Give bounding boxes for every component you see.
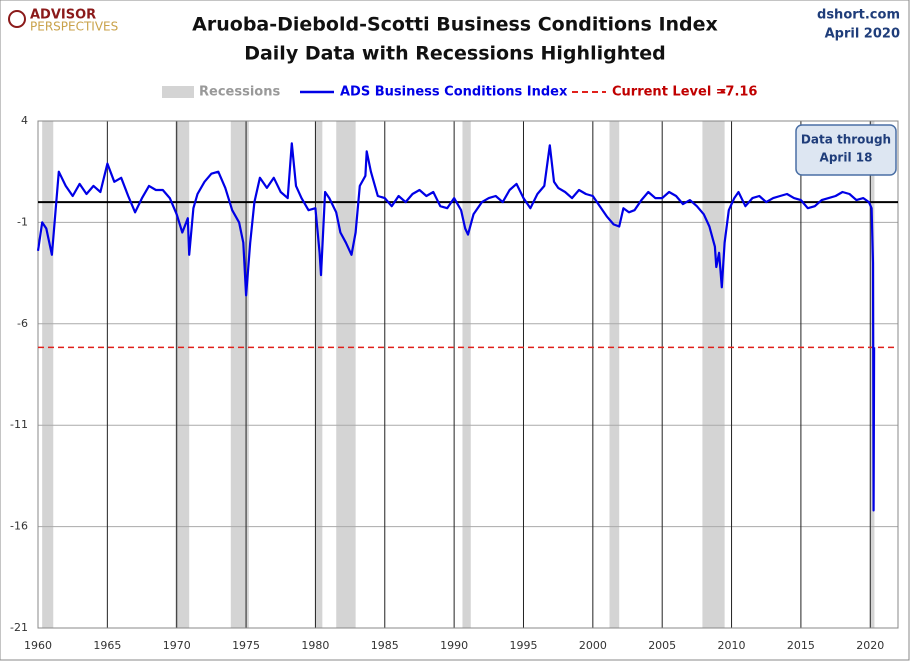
logo-icon [8, 10, 26, 28]
data-line [36, 142, 876, 512]
source: dshort.com [817, 8, 900, 23]
x-tick-label: 1965 [93, 639, 121, 652]
legend-label: Recessions [199, 85, 280, 100]
y-tick-label: 4 [21, 114, 28, 127]
legend-value: -7.16 [720, 85, 757, 100]
x-tick-label: 1970 [163, 639, 191, 652]
recession-band [42, 121, 54, 628]
y-tick-label: -1 [17, 215, 28, 228]
recession-band [462, 121, 471, 628]
chart-title: Aruoba-Diebold-Scotti Business Condition… [192, 14, 718, 36]
x-tick-label: 2015 [787, 639, 815, 652]
recession-band [315, 121, 323, 628]
legend-label: Current Level = [612, 85, 727, 100]
chart-subtitle: Daily Data with Recessions Highlighted [244, 43, 666, 65]
x-tick-label: 1995 [509, 639, 537, 652]
x-tick-label: 1990 [440, 639, 468, 652]
legend-label: ADS Business Conditions Index [340, 85, 568, 100]
x-tick-label: 2005 [648, 639, 676, 652]
logo-top: ADVISOR [30, 8, 96, 23]
recession-band [702, 121, 725, 628]
recession-band [609, 121, 620, 628]
x-tick-label: 2010 [718, 639, 746, 652]
y-tick-label: -16 [10, 520, 28, 533]
date: April 2020 [825, 27, 900, 42]
recession-band [175, 121, 190, 628]
y-tick-label: -6 [17, 317, 28, 330]
x-tick-label: 1980 [301, 639, 329, 652]
logo-bottom: PERSPECTIVES [30, 20, 118, 34]
annotation-text: Data through [801, 133, 891, 147]
legend-swatch [162, 86, 194, 98]
recession-band [336, 121, 356, 628]
plot-frame [37, 120, 899, 629]
y-tick-label: -11 [10, 418, 28, 431]
annotation-box [795, 124, 897, 176]
x-tick-label: 1960 [24, 639, 52, 652]
x-tick-label: 2020 [856, 639, 884, 652]
annotation-text: April 18 [820, 151, 873, 165]
x-tick-label: 1975 [232, 639, 260, 652]
x-tick-label: 2000 [579, 639, 607, 652]
y-tick-label: -21 [10, 621, 28, 634]
x-tick-label: 1985 [371, 639, 399, 652]
